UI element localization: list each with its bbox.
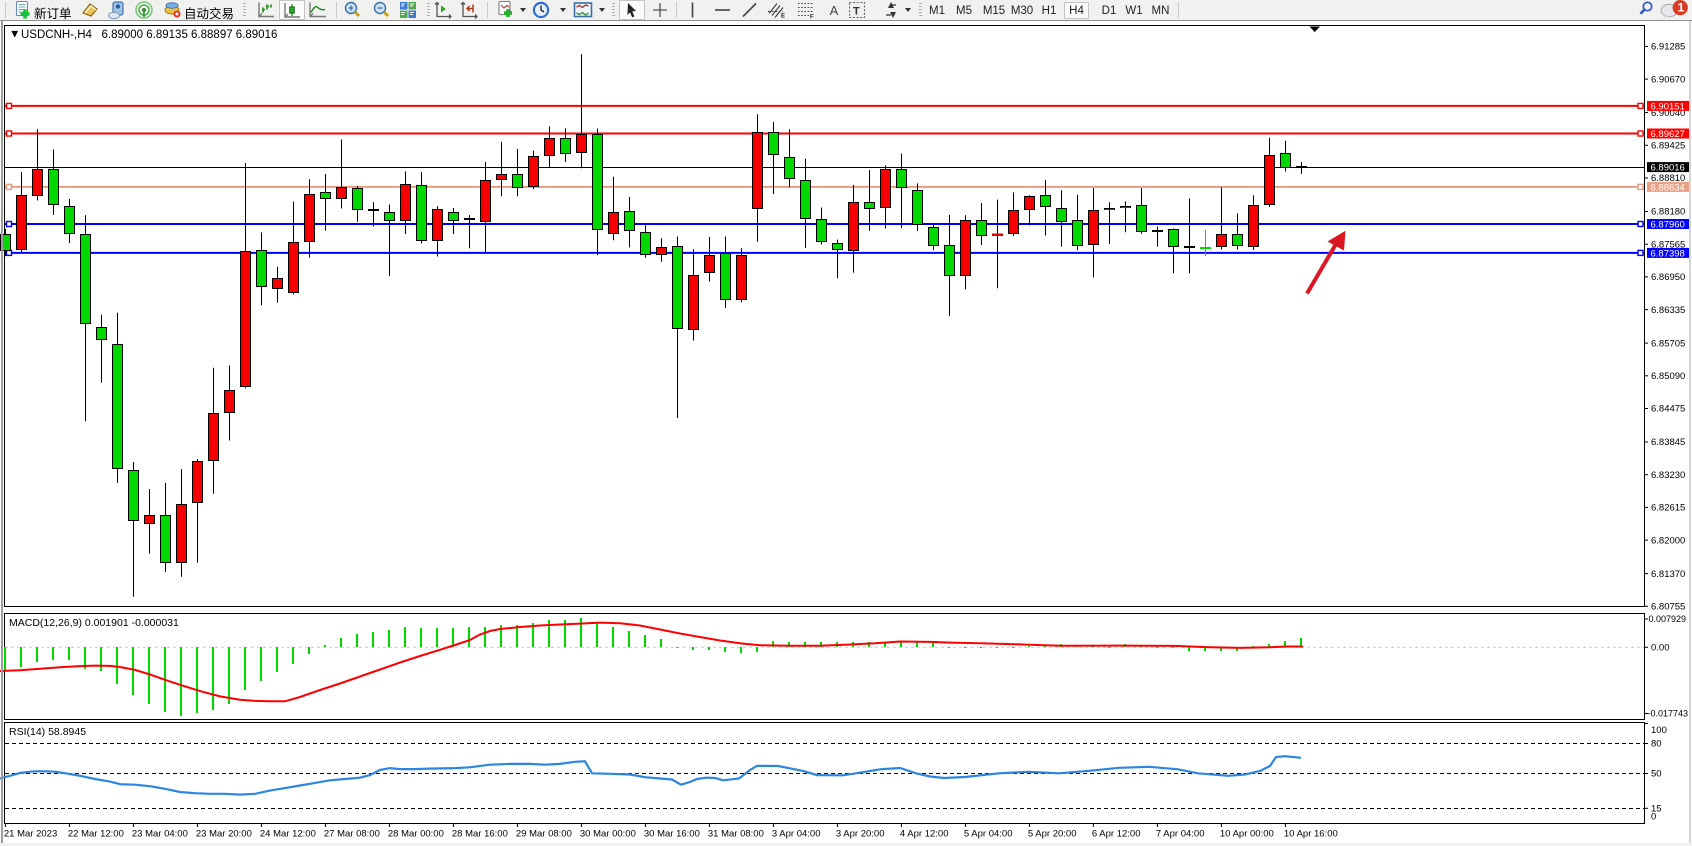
svg-text:▼: ▼ bbox=[9, 29, 20, 41]
svg-text:23 Mar 20:00: 23 Mar 20:00 bbox=[196, 829, 252, 840]
svg-text:6 Apr 12:00: 6 Apr 12:00 bbox=[1092, 829, 1141, 840]
svg-text:6.90151: 6.90151 bbox=[1651, 101, 1685, 112]
svg-text:E: E bbox=[781, 14, 785, 20]
svg-text:6.89627: 6.89627 bbox=[1651, 129, 1685, 140]
svg-text:4 Apr 12:00: 4 Apr 12:00 bbox=[900, 829, 949, 840]
svg-text:6.85705: 6.85705 bbox=[1651, 338, 1685, 349]
svg-text:10 Apr 00:00: 10 Apr 00:00 bbox=[1220, 829, 1274, 840]
svg-text:6.88180: 6.88180 bbox=[1651, 207, 1685, 218]
svg-text:28 Mar 00:00: 28 Mar 00:00 bbox=[388, 829, 444, 840]
svg-text:6.84475: 6.84475 bbox=[1651, 404, 1685, 415]
svg-text:6.82000: 6.82000 bbox=[1651, 535, 1685, 546]
svg-text:30 Mar 00:00: 30 Mar 00:00 bbox=[580, 829, 636, 840]
svg-text:50: 50 bbox=[1651, 769, 1662, 780]
svg-text:10 Apr 16:00: 10 Apr 16:00 bbox=[1284, 829, 1338, 840]
svg-text:27 Mar 08:00: 27 Mar 08:00 bbox=[324, 829, 380, 840]
svg-text:7 Apr 04:00: 7 Apr 04:00 bbox=[1156, 829, 1205, 840]
svg-text:6.83230: 6.83230 bbox=[1651, 470, 1685, 481]
svg-text:6.83845: 6.83845 bbox=[1651, 437, 1685, 448]
svg-text:1: 1 bbox=[1678, 1, 1685, 15]
svg-text:28 Mar 16:00: 28 Mar 16:00 bbox=[452, 829, 508, 840]
svg-text:6.87398: 6.87398 bbox=[1651, 248, 1685, 259]
svg-text:6.86335: 6.86335 bbox=[1651, 305, 1685, 316]
svg-text:6.88810: 6.88810 bbox=[1651, 173, 1685, 184]
svg-text:0.00: 0.00 bbox=[1651, 643, 1670, 654]
svg-text:6.87565: 6.87565 bbox=[1651, 239, 1685, 250]
svg-text:RSI(14) 58.8945: RSI(14) 58.8945 bbox=[9, 726, 86, 738]
svg-text:6.87960: 6.87960 bbox=[1651, 219, 1685, 230]
svg-text:31 Mar 08:00: 31 Mar 08:00 bbox=[708, 829, 764, 840]
svg-text:21 Mar 2023: 21 Mar 2023 bbox=[4, 829, 57, 840]
svg-text:T: T bbox=[853, 6, 860, 18]
svg-text:3 Apr 04:00: 3 Apr 04:00 bbox=[772, 829, 821, 840]
svg-text:80: 80 bbox=[1651, 739, 1662, 750]
svg-text:6.89425: 6.89425 bbox=[1651, 141, 1685, 152]
svg-text:6.89016: 6.89016 bbox=[1651, 163, 1685, 174]
svg-text:6.90670: 6.90670 bbox=[1651, 74, 1685, 85]
svg-text:22 Mar 12:00: 22 Mar 12:00 bbox=[68, 829, 124, 840]
svg-text:6.90040: 6.90040 bbox=[1651, 108, 1685, 119]
svg-text:-0.017743: -0.017743 bbox=[1648, 709, 1689, 719]
svg-text:F: F bbox=[810, 15, 814, 21]
svg-text:23 Mar 04:00: 23 Mar 04:00 bbox=[132, 829, 188, 840]
svg-text:6.86950: 6.86950 bbox=[1651, 272, 1685, 283]
svg-text:6.81370: 6.81370 bbox=[1651, 569, 1685, 580]
svg-text:6.88634: 6.88634 bbox=[1651, 182, 1685, 193]
svg-text:3 Apr 20:00: 3 Apr 20:00 bbox=[836, 829, 885, 840]
svg-text:6.82615: 6.82615 bbox=[1651, 503, 1685, 514]
svg-text:6.85090: 6.85090 bbox=[1651, 371, 1685, 382]
svg-text:USDCNH-,H4 6.89000 6.89135 6: USDCNH-,H4 6.89000 6.89135 6.88897 6.890… bbox=[21, 29, 277, 41]
svg-text:100: 100 bbox=[1651, 725, 1667, 736]
svg-text:30 Mar 16:00: 30 Mar 16:00 bbox=[644, 829, 700, 840]
svg-text:MACD(12,26,9) 0.001901 -0.0000: MACD(12,26,9) 0.001901 -0.000031 bbox=[9, 617, 179, 629]
svg-text:0: 0 bbox=[1651, 812, 1656, 823]
svg-text:29 Mar 08:00: 29 Mar 08:00 bbox=[516, 829, 572, 840]
svg-text:5 Apr 20:00: 5 Apr 20:00 bbox=[1028, 829, 1077, 840]
svg-text:24 Mar 12:00: 24 Mar 12:00 bbox=[260, 829, 316, 840]
svg-text:5 Apr 04:00: 5 Apr 04:00 bbox=[964, 829, 1013, 840]
svg-text:15: 15 bbox=[1651, 804, 1662, 815]
svg-text:6.80755: 6.80755 bbox=[1651, 602, 1685, 613]
svg-text:0.007929: 0.007929 bbox=[1649, 614, 1687, 624]
svg-text:6.91285: 6.91285 bbox=[1651, 42, 1685, 53]
